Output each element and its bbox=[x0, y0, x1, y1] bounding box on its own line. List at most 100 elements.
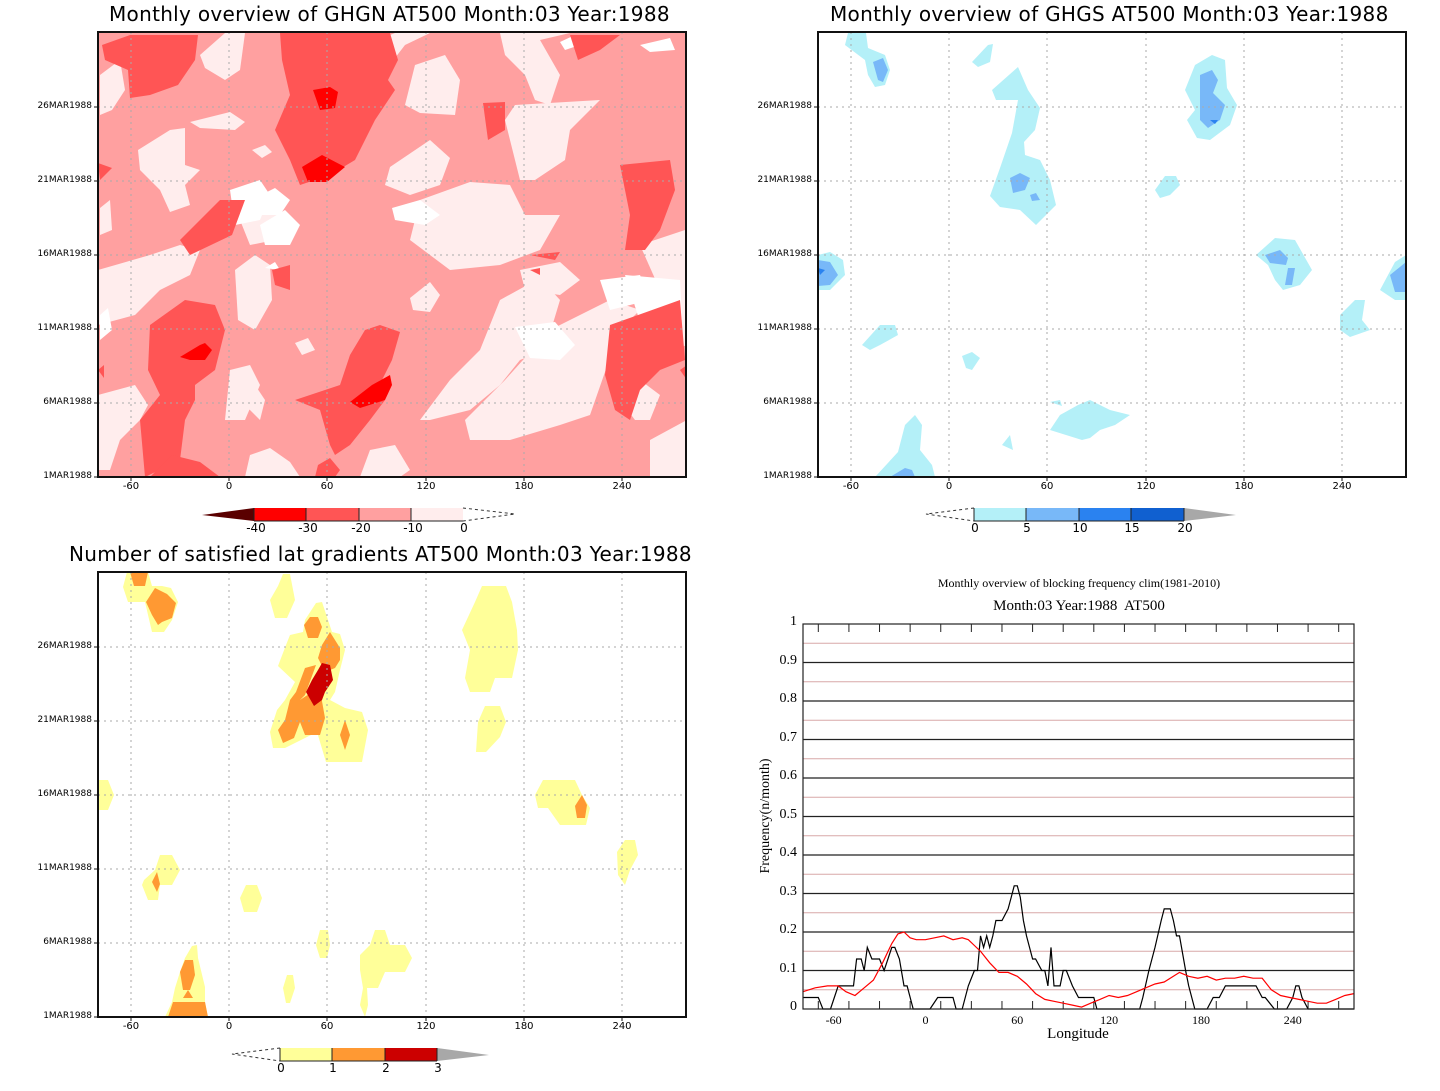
ghgs-contour-5-10 bbox=[1200, 70, 1225, 128]
ghgn-xtick-label: 120 bbox=[416, 481, 436, 492]
ghgs-contour-0-5 bbox=[962, 352, 980, 370]
ghgs-plot bbox=[814, 31, 1407, 522]
ghgs-title: Monthly overview of GHGS AT500 Month:03 … bbox=[830, 2, 1389, 26]
ghgn-ytick-label: 26MAR1988 bbox=[37, 101, 92, 111]
ghgn-contour-light bbox=[640, 230, 686, 290]
series-line-observed bbox=[803, 885, 1354, 1010]
blocking-ytick-label: 0.5 bbox=[779, 806, 798, 822]
lat-xtick-label: 120 bbox=[416, 1021, 436, 1032]
ghgn-colorbar-swatch bbox=[254, 508, 306, 521]
blocking-xtick-label: -60 bbox=[825, 1013, 842, 1027]
blocking-subtitle: Month:03 Year:1988 AT500 bbox=[993, 598, 1165, 614]
ghgs-contour-5-10 bbox=[1390, 262, 1406, 292]
lat-contour-0-1 bbox=[462, 586, 518, 692]
lat-gradients-contours bbox=[98, 572, 686, 1017]
ghgn-contour-light bbox=[235, 255, 272, 330]
ghgn-xtick-label: 180 bbox=[514, 481, 534, 492]
lat-contour-2-3 bbox=[306, 663, 333, 706]
ghgn-xtick-label: 240 bbox=[612, 481, 632, 492]
ghgn-contour-white bbox=[265, 262, 280, 270]
lat-contour-0-1 bbox=[270, 574, 295, 618]
blocking-ytick-label: 0.9 bbox=[779, 652, 798, 668]
ghgs-contour-5-10 bbox=[890, 468, 915, 477]
ghgs-contour-0-5 bbox=[1050, 400, 1062, 406]
blocking-ytick-label: 0 bbox=[790, 999, 797, 1014]
blocking-xtick-label: 120 bbox=[1100, 1013, 1119, 1027]
ghgs-contour-5-10 bbox=[1010, 173, 1030, 193]
ghgs-contours bbox=[818, 33, 1406, 477]
ghgs-contour-0-5 bbox=[1340, 300, 1370, 337]
ghgn-colorbar bbox=[202, 507, 516, 522]
ghgn-xtick-label: 60 bbox=[320, 481, 334, 492]
ghgs-ytick-label: 11MAR1988 bbox=[757, 323, 812, 333]
ghgs-xtick-label: 180 bbox=[1234, 481, 1254, 492]
ghgs-colorbar-label: 0 bbox=[971, 521, 979, 535]
ghgs-xtick-label: 60 bbox=[1040, 481, 1054, 492]
ghgn-colorbar-label: 0 bbox=[460, 521, 468, 535]
ghgn-contour-white bbox=[392, 200, 440, 225]
ghgs-contour-5-10 bbox=[818, 260, 838, 286]
lat-contour-1-2 bbox=[152, 872, 160, 892]
ghgn-contour-strong bbox=[350, 375, 392, 408]
ghgn-contour-light bbox=[200, 33, 245, 80]
blocking-xtick-label: 180 bbox=[1191, 1013, 1210, 1027]
ghgn-contour-light bbox=[650, 420, 686, 477]
lat-gradients-ticks bbox=[94, 646, 623, 1021]
ghgs-xtick-label: 0 bbox=[945, 481, 953, 492]
ghgs-contour-5-10 bbox=[873, 58, 888, 82]
blocking-ytick-label: 0.8 bbox=[779, 691, 798, 706]
ghgn-contour-light bbox=[295, 338, 315, 355]
lat-colorbar-label: 2 bbox=[382, 1061, 390, 1075]
ghgs-ticks bbox=[814, 106, 1343, 481]
ghgn-xtick-label: 0 bbox=[225, 481, 233, 492]
ghgn-contour-light bbox=[100, 200, 112, 235]
ghgn-contour-light bbox=[360, 445, 410, 477]
ghgn-contour-medium bbox=[570, 35, 620, 60]
ghgs-contour-5-10 bbox=[1030, 193, 1040, 201]
lat-contour-1-2 bbox=[575, 795, 587, 818]
blocking-xtick-label: 60 bbox=[1011, 1013, 1024, 1027]
lat-colorbar-swatch bbox=[332, 1048, 385, 1061]
ghgn-contour-medium bbox=[680, 365, 686, 379]
ghgn-contour-light bbox=[505, 100, 600, 180]
ghgn-colorbar-extend-low bbox=[202, 508, 254, 521]
ghgn-contour-medium bbox=[530, 252, 560, 260]
blocking-xtick-label: 240 bbox=[1283, 1013, 1302, 1027]
ghgs-contour-0-5 bbox=[875, 415, 935, 477]
ghgn-contour-white bbox=[515, 322, 575, 360]
blocking-ytick-label: 0.7 bbox=[779, 729, 798, 745]
ghgn-contour-light bbox=[420, 278, 560, 420]
ghgs-grid bbox=[818, 32, 1406, 477]
blocking-ytick-label: 0.3 bbox=[779, 883, 798, 899]
ghgn-ytick-label: 6MAR1988 bbox=[43, 397, 92, 407]
lat-xtick-label: -60 bbox=[122, 1021, 140, 1032]
lat-contour-0-1 bbox=[142, 855, 180, 900]
ghgn-contour-light bbox=[240, 385, 265, 420]
ghgn-contour-medium bbox=[275, 33, 398, 185]
ghgs-ytick-label: 1MAR1988 bbox=[763, 471, 812, 481]
ghgn-contour-white bbox=[260, 210, 300, 245]
ghgn-contour-light bbox=[98, 245, 200, 325]
ghgs-ytick-label: 6MAR1988 bbox=[763, 397, 812, 407]
ghgn-contour-medium bbox=[483, 102, 505, 140]
lat-contour-0-1 bbox=[360, 988, 368, 1017]
lat-contour-1-2 bbox=[318, 632, 340, 672]
blocking-ytick-label: 0.2 bbox=[779, 922, 798, 937]
lat-ytick-label: 16MAR1988 bbox=[37, 789, 92, 799]
ghgn-contour-strong bbox=[302, 155, 345, 182]
ghgn-colorbar-swatch bbox=[359, 508, 411, 521]
ghgn-contour-medium bbox=[605, 300, 685, 420]
ghgs-contour-0-5 bbox=[862, 325, 898, 350]
ghgs-contour-0-5 bbox=[1002, 435, 1013, 450]
blocking-grid bbox=[803, 642, 1354, 991]
ghgs-xtick-label: -60 bbox=[842, 481, 860, 492]
lat-gradients-grid bbox=[98, 572, 686, 1017]
ghgs-xtick-label: 240 bbox=[1332, 481, 1352, 492]
ghgs-ytick-label: 16MAR1988 bbox=[757, 249, 812, 259]
lat-colorbar-swatch bbox=[385, 1048, 437, 1061]
ghgn-ytick-label: 1MAR1988 bbox=[43, 471, 92, 481]
lat-contour-0-1 bbox=[283, 975, 295, 1003]
ghgs-contour-0-5 bbox=[972, 44, 993, 67]
lat-contour-0-1 bbox=[535, 780, 590, 825]
ghgs-ytick-label: 21MAR1988 bbox=[757, 175, 812, 185]
